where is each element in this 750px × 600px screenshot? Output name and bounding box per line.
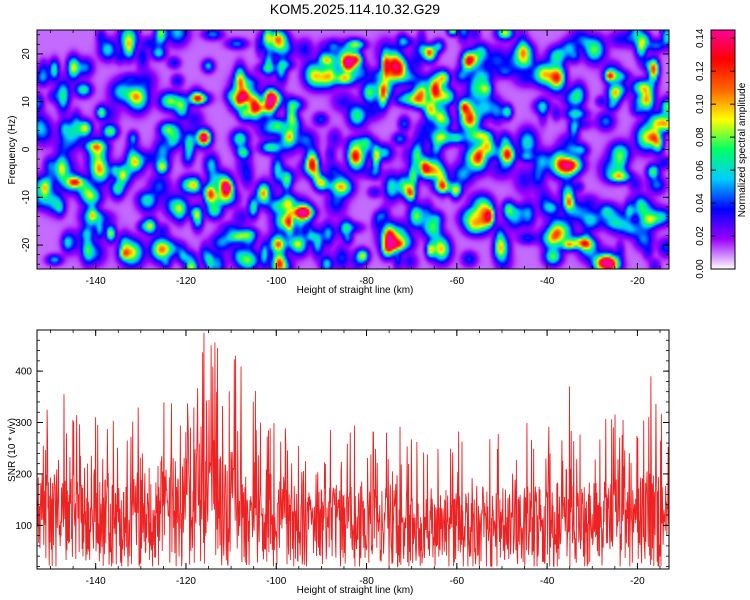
bottom-y-axis-ticks: 100 200 300 400: [15, 329, 669, 567]
heatmap-image: [37, 30, 669, 269]
bottom-x-tick-label: -100: [266, 576, 286, 587]
top-y-axis-ticks: -20 -10 0 10 20: [21, 34, 669, 265]
top-y-axis-label: Frequency (Hz): [7, 116, 18, 185]
snr-frame: [36, 329, 670, 570]
top-x-axis-ticks: -140 -120 -100 -80 -60 -40 -20: [50, 30, 661, 287]
bottom-y-tick-label: 300: [15, 418, 32, 429]
bottom-x-tick-label: -40: [540, 576, 555, 587]
colorbar-label: Normalized spectral amplitude: [737, 82, 748, 217]
colorbar-tick-label: 0.14: [695, 28, 706, 48]
top-x-tick-label: -80: [359, 276, 374, 287]
colorbar-tick-label: 0.12: [695, 61, 706, 81]
top-x-tick-label: -40: [540, 276, 555, 287]
bottom-x-tick-label: -20: [630, 576, 645, 587]
snr-series-line: [37, 332, 669, 568]
chart-title: KOM5.2025.114.10.32.G29: [270, 1, 440, 17]
bottom-x-tick-label: -80: [359, 576, 374, 587]
colorbar-tick-label: 0.00: [695, 259, 706, 279]
bottom-x-tick-label: -140: [86, 576, 106, 587]
bottom-x-tick-label: -60: [450, 576, 465, 587]
colorbar-tick-label: 0.10: [695, 94, 706, 114]
bottom-y-tick-label: 400: [15, 367, 32, 378]
top-y-tick-label: -10: [21, 190, 32, 205]
colorbar-tick-label: 0.02: [695, 226, 706, 246]
bottom-x-axis-label: Height of straight line (km): [297, 585, 414, 596]
colorbar-gradient: [710, 29, 736, 270]
bottom-y-tick-label: 100: [15, 521, 32, 532]
top-x-tick-label: -100: [266, 276, 286, 287]
colorbar-tick-label: 0.08: [695, 127, 706, 147]
colorbar-tick-label: 0.04: [695, 193, 706, 213]
snr-panel: -140 -120 -100 -80 -60 -40 -20 100 200 300 400 He…: [7, 329, 670, 596]
top-y-tick-label: 20: [21, 48, 32, 60]
bottom-x-tick-label: -120: [176, 576, 196, 587]
bottom-x-axis-ticks: -140 -120 -100 -80 -60 -40 -20: [50, 330, 661, 587]
top-x-tick-label: -20: [630, 276, 645, 287]
top-y-tick-label: 10: [21, 96, 32, 108]
colorbar-tick-label: 0.06: [695, 160, 706, 180]
bottom-y-axis-label: SNR (10 * v/v): [7, 418, 18, 482]
colorbar: 0.00 0.02 0.04 0.06 0.08 0.10 0.12 0.14 Normali…: [695, 28, 748, 279]
top-x-tick-label: -140: [86, 276, 106, 287]
top-x-axis-label: Height of straight line (km): [297, 285, 414, 296]
top-y-tick-label: 0: [21, 146, 32, 152]
top-x-tick-label: -60: [450, 276, 465, 287]
top-y-tick-label: -20: [21, 237, 32, 252]
top-x-tick-label: -120: [176, 276, 196, 287]
bottom-y-tick-label: 200: [15, 469, 32, 480]
colorbar-ticks: 0.00 0.02 0.04 0.06 0.08 0.10 0.12 0.14: [695, 28, 735, 279]
